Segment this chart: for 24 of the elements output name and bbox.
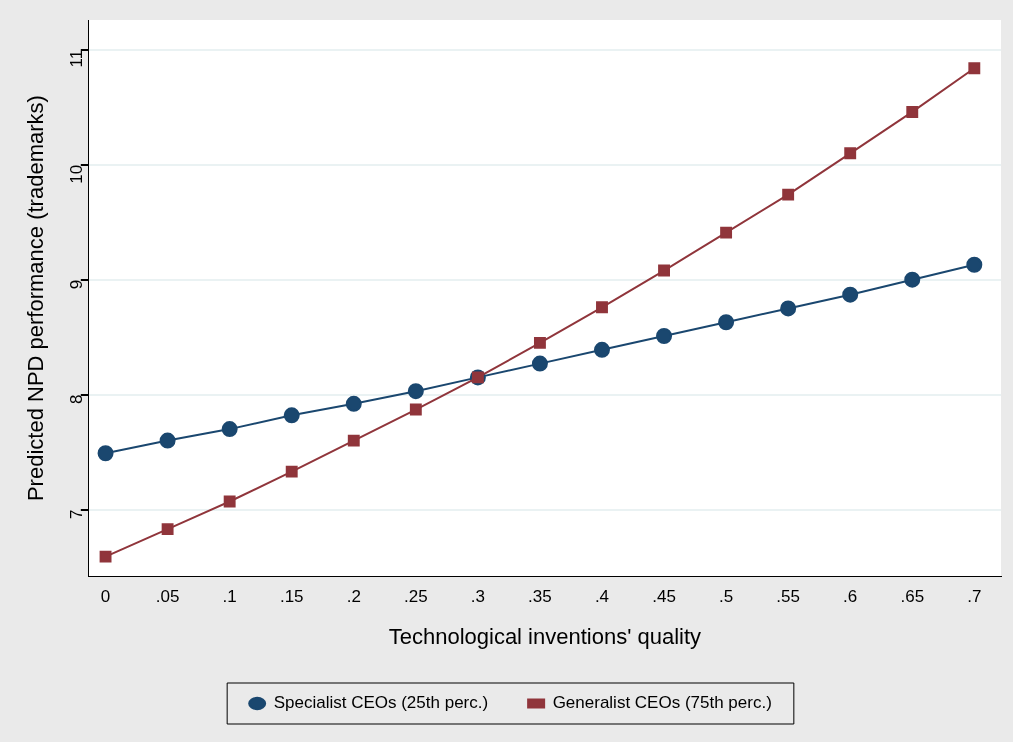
- x-tick-label: .35: [528, 587, 552, 607]
- x-tick-label: .05: [155, 587, 180, 607]
- x-axis-title: Technological inventions' quality: [388, 623, 702, 649]
- x-tick-label: 0: [100, 587, 111, 607]
- x-tick-label: .55: [776, 587, 800, 607]
- y-tick-label: 7: [67, 509, 87, 520]
- x-tick-label: .4: [594, 587, 610, 607]
- x-tick-label: .6: [843, 587, 858, 607]
- x-tick-label: .65: [900, 587, 925, 607]
- x-tick-label: .15: [279, 587, 304, 607]
- x-tick-label: .2: [346, 587, 361, 607]
- x-tick-label: .5: [719, 587, 734, 607]
- x-tick-label: .3: [470, 587, 485, 607]
- x-tick-label: .1: [222, 587, 237, 607]
- y-tick-label: 8: [67, 394, 87, 405]
- x-tick-label: .45: [652, 587, 676, 607]
- y-tick-label: 11: [67, 49, 87, 68]
- legend-label: Specialist CEOs (25th perc.): [273, 693, 489, 713]
- x-tick-label: .7: [967, 587, 982, 607]
- y-tick-label: 9: [67, 279, 87, 290]
- y-axis-title: Predicted NPD performance (trademarks): [23, 95, 49, 502]
- x-tick-label: .25: [404, 587, 428, 607]
- y-tick-label: 10: [67, 164, 87, 184]
- legend-label: Generalist CEOs (75th perc.): [552, 693, 772, 713]
